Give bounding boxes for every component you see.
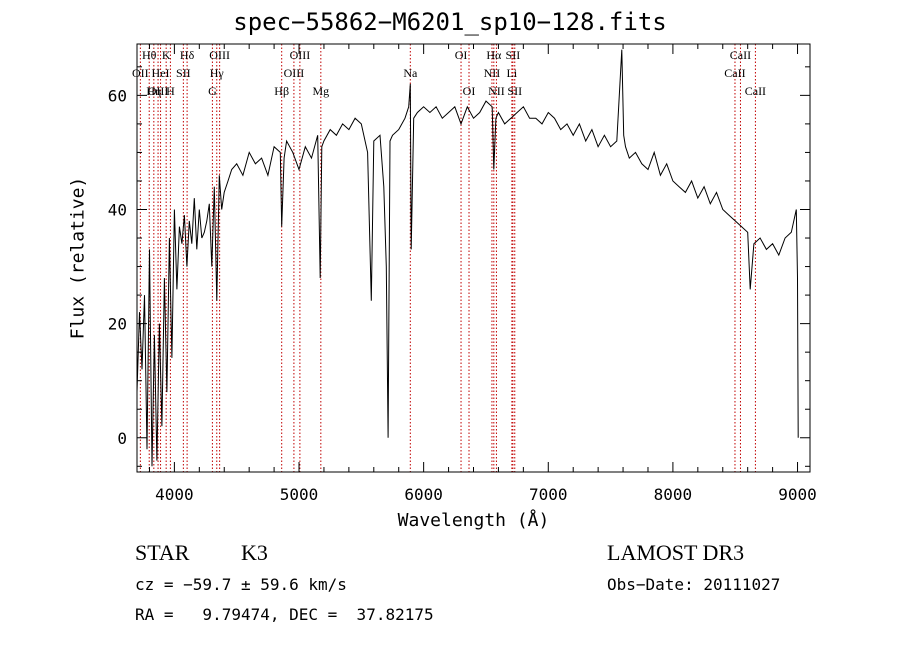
observation-date: Obs−Date: 20111027: [607, 575, 781, 594]
marker-label-25: CaII: [730, 48, 751, 62]
x-tick-label-9000: 9000: [778, 485, 817, 504]
x-tick-label-6000: 6000: [404, 485, 443, 504]
y-tick-label-40: 40: [108, 200, 127, 219]
x-tick-label-7000: 7000: [529, 485, 568, 504]
chart-title: spec−55862−M6201_sp10−128.fits: [233, 8, 667, 36]
marker-label-16: Na: [403, 66, 418, 80]
marker-label-2: OIII: [148, 84, 169, 98]
marker-label-13: OIII: [284, 66, 305, 80]
marker-label-4: HeI: [152, 66, 170, 80]
marker-label-7: SII: [176, 66, 191, 80]
y-tick-label-20: 20: [108, 315, 127, 334]
marker-label-5: Hη: [146, 84, 161, 98]
x-tick-label-8000: 8000: [654, 485, 693, 504]
marker-label-8: H: [166, 84, 175, 98]
marker-label-3: K: [162, 48, 171, 62]
plot-frame: [136, 43, 811, 473]
x-tick-label-5000: 5000: [280, 485, 319, 504]
marker-label-11: G: [208, 84, 217, 98]
x-tick-label-4000: 4000: [155, 485, 194, 504]
marker-label-6: Hδ: [180, 48, 195, 62]
x-axis: 4000 5000 6000 7000 8000 9000: [148, 44, 817, 504]
marker-label-9: OIII: [209, 48, 230, 62]
marker-label-10: Hγ: [210, 66, 225, 80]
marker-label-17: OI: [455, 48, 468, 62]
survey-name: LAMOST DR3: [607, 540, 745, 565]
spectrum-line: [136, 49, 799, 467]
marker-label-27: CaII: [745, 84, 766, 98]
y-tick-label-0: 0: [117, 429, 127, 448]
marker-label-22: SII: [506, 48, 521, 62]
y-tick-label-60: 60: [108, 86, 127, 105]
spectral-line-markers: [139, 44, 756, 472]
object-class: STAR: [135, 540, 190, 565]
marker-label-24: SII: [507, 84, 522, 98]
redshift-cz: cz = −59.7 ± 59.6 km/s: [135, 575, 347, 594]
y-axis-label: Flux (relative): [67, 176, 89, 340]
marker-label-14: Hβ: [274, 84, 289, 98]
marker-label-18: OI: [463, 84, 476, 98]
marker-label-0: Hθ: [142, 48, 157, 62]
marker-label-19: Hα: [486, 48, 502, 62]
marker-label-15: Mg: [312, 84, 329, 98]
marker-label-20: NII: [484, 66, 501, 80]
y-axis: 0 20 40 60: [108, 66, 810, 467]
marker-label-1: OII: [132, 66, 149, 80]
marker-label-12: OIII: [290, 48, 311, 62]
marker-label-21: NII: [488, 84, 505, 98]
x-axis-label: Wavelength (Å): [397, 510, 550, 531]
marker-label-26: CaII: [724, 66, 745, 80]
object-subclass: K3: [241, 540, 268, 565]
ra-dec: RA = 9.79474, DEC = 37.82175: [135, 605, 434, 624]
marker-label-23: Li: [507, 66, 518, 80]
